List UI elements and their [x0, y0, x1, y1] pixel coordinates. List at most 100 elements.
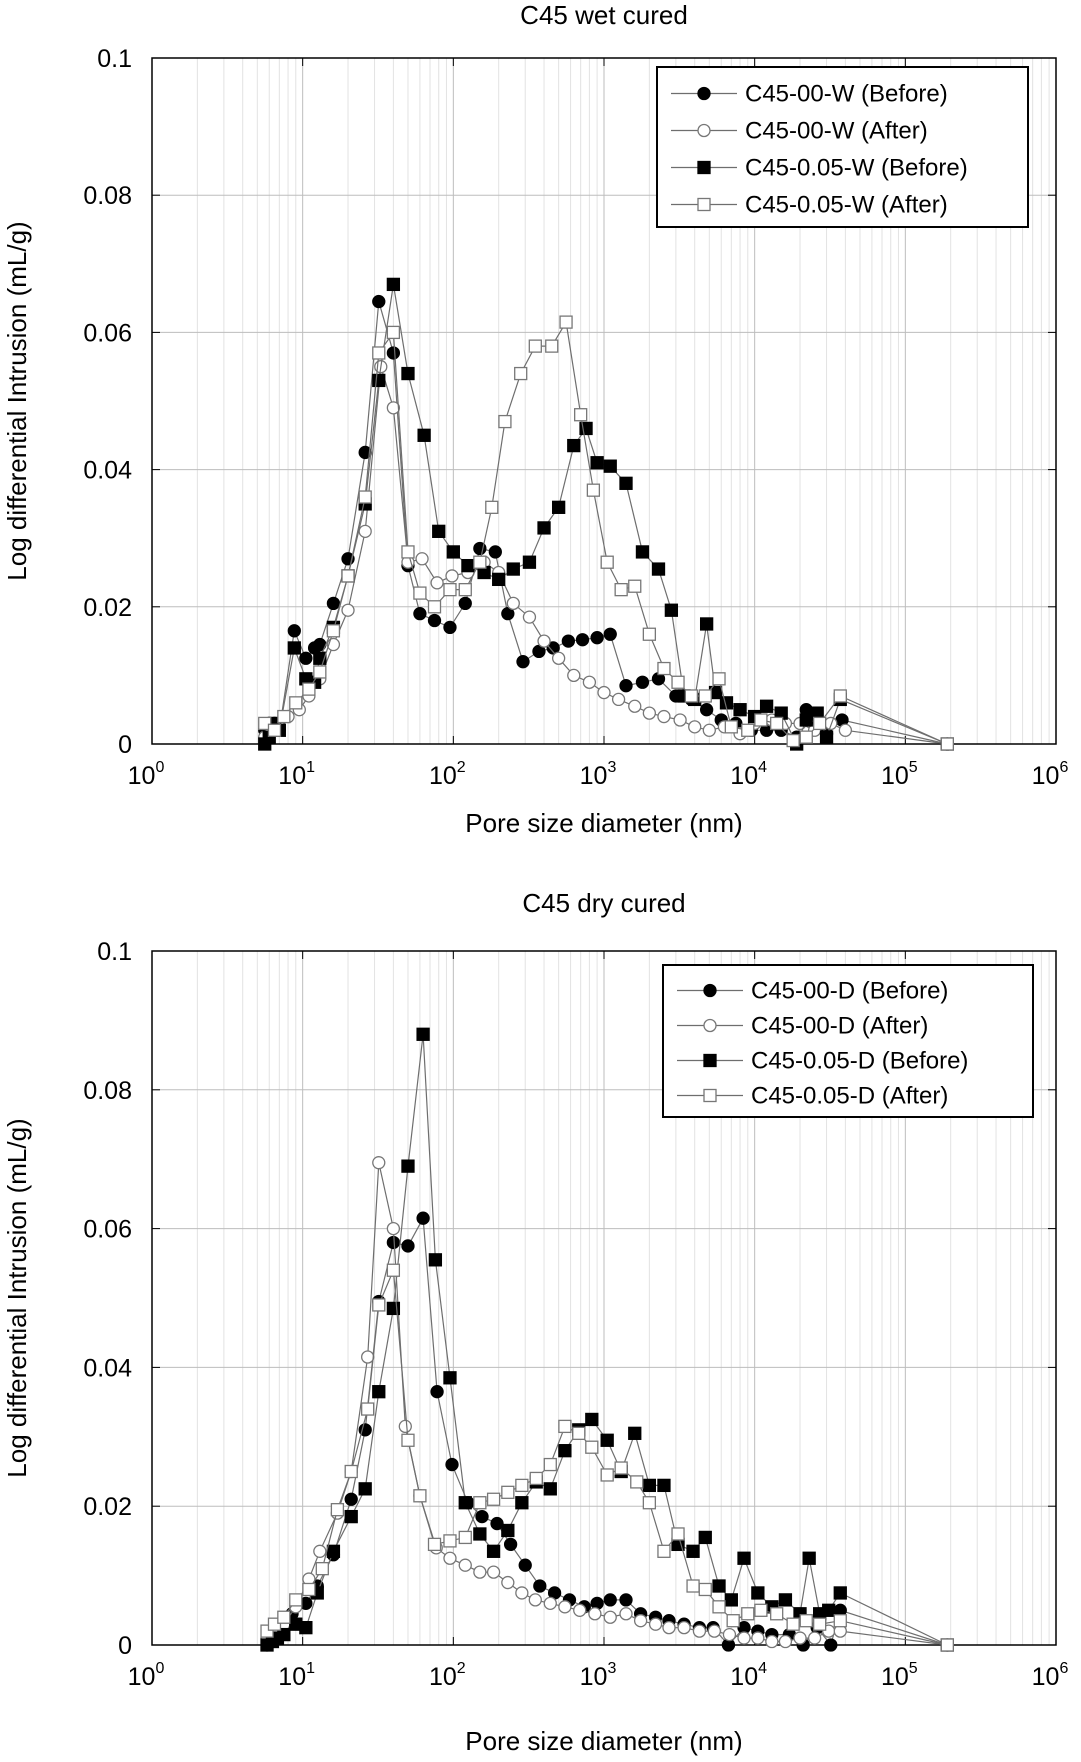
data-point	[413, 1489, 427, 1503]
data-point	[754, 1603, 768, 1617]
data-point	[802, 1551, 816, 1565]
data-point	[515, 1496, 529, 1510]
legend-label: C45-0.05-W (After)	[745, 192, 948, 219]
data-point	[330, 1503, 345, 1517]
data-point	[458, 596, 472, 611]
data-point	[386, 1221, 401, 1236]
data-point	[416, 1211, 430, 1225]
x-tick-base: 10	[580, 762, 608, 790]
data-point	[799, 713, 813, 727]
data-point	[458, 1496, 472, 1510]
data-point	[558, 1444, 572, 1458]
data-point	[372, 373, 386, 388]
data-point	[532, 644, 546, 659]
data-point	[443, 1551, 457, 1565]
data-point	[733, 703, 747, 717]
data-point	[619, 1607, 633, 1621]
x-axis-label: Pore size diameter (nm)	[465, 808, 742, 838]
data-point	[586, 483, 601, 497]
data-point	[574, 408, 588, 422]
data-point	[712, 1579, 726, 1593]
data-point	[737, 1551, 751, 1565]
data-point	[575, 633, 590, 647]
data-point	[642, 627, 657, 641]
x-tick-exponent: 5	[909, 759, 918, 776]
data-point	[432, 524, 446, 538]
data-point	[313, 1544, 327, 1558]
y-tick-label: 0.06	[83, 1216, 132, 1244]
data-point	[603, 459, 617, 473]
data-point	[372, 346, 386, 360]
data-point	[940, 737, 954, 751]
data-point	[724, 1593, 738, 1607]
data-point	[677, 1621, 691, 1635]
data-point	[458, 1530, 472, 1545]
data-point	[642, 1478, 657, 1493]
data-point	[344, 1509, 358, 1524]
data-point	[603, 627, 617, 641]
data-point	[614, 583, 628, 597]
data-point	[277, 709, 291, 724]
data-point	[699, 617, 714, 631]
data-point	[344, 1464, 358, 1479]
x-tick-label: 102	[429, 1660, 466, 1691]
data-point	[386, 1235, 401, 1250]
data-point	[372, 1156, 386, 1170]
x-tick-exponent: 4	[758, 759, 767, 776]
data-point	[430, 576, 444, 590]
data-point	[473, 1527, 487, 1541]
data-point	[786, 733, 800, 748]
data-point	[299, 651, 313, 665]
data-point	[657, 1478, 671, 1493]
data-point	[712, 672, 726, 686]
y-tick-label: 0	[118, 1632, 132, 1660]
x-tick-base: 10	[128, 1663, 156, 1691]
data-point	[413, 607, 427, 621]
data-point	[488, 545, 502, 559]
x-axis-label: Pore size diameter (nm)	[465, 1726, 742, 1756]
data-point	[372, 294, 386, 309]
series-line	[266, 1034, 948, 1646]
data-point	[698, 1530, 712, 1545]
data-point	[386, 1263, 401, 1277]
data-point	[443, 583, 457, 597]
data-point	[572, 1426, 586, 1440]
legend-label: C45-00-D (Before)	[751, 978, 948, 1005]
data-point	[619, 1593, 633, 1607]
data-point	[537, 634, 551, 648]
data-point	[528, 339, 542, 353]
data-point	[490, 1516, 504, 1531]
data-point	[724, 720, 738, 734]
data-point	[427, 613, 442, 628]
x-tick-label: 105	[881, 759, 918, 790]
x-tick-label: 100	[128, 759, 165, 790]
data-point	[267, 723, 282, 737]
data-point	[770, 1607, 784, 1621]
data-point	[443, 1534, 457, 1548]
data-point	[522, 610, 537, 624]
data-point	[590, 456, 604, 470]
data-point	[712, 1600, 726, 1614]
data-point	[537, 521, 551, 535]
data-point	[567, 668, 581, 683]
data-point	[657, 661, 671, 676]
data-point	[443, 1371, 457, 1385]
data-point	[416, 1027, 430, 1041]
data-point	[358, 1482, 372, 1496]
data-point	[443, 620, 457, 635]
data-point	[485, 500, 499, 514]
y-tick-label: 0.02	[83, 594, 132, 622]
data-point	[501, 607, 515, 621]
y-tick-label: 0.1	[97, 45, 132, 73]
data-point	[486, 1492, 501, 1506]
x-tick-exponent: 2	[457, 1660, 466, 1677]
data-point	[628, 699, 642, 713]
legend-marker	[697, 160, 711, 175]
data-point	[315, 1562, 329, 1576]
data-point	[751, 1631, 765, 1645]
data-point	[533, 1579, 547, 1593]
data-point	[341, 603, 355, 617]
tick-marks	[151, 57, 1057, 745]
data-point	[671, 1527, 685, 1541]
